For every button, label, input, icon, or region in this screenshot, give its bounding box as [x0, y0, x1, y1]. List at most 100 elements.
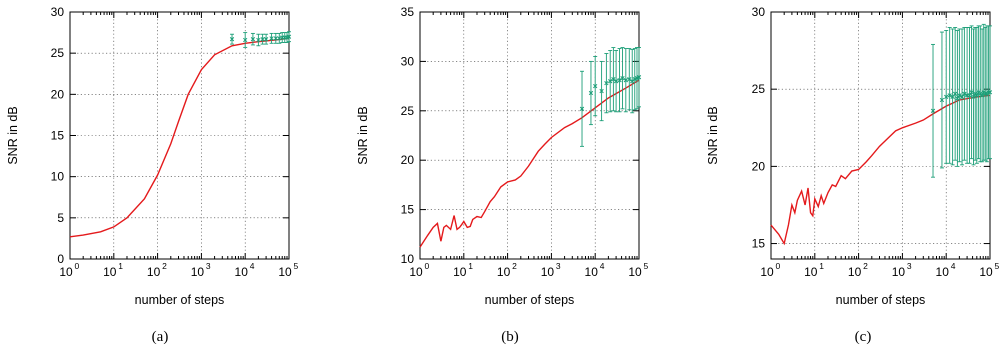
x-tick-label: 10	[59, 265, 73, 279]
error-bar	[263, 33, 269, 45]
error-bar	[969, 25, 974, 160]
x-tick-exponent: 5	[644, 261, 649, 271]
x-tick-label: 10	[892, 265, 906, 279]
snr-curve	[770, 94, 991, 246]
y-tick-label: 20	[752, 159, 766, 173]
grid-lines	[420, 12, 639, 259]
x-tick-label: 10	[760, 265, 774, 279]
error-bar	[944, 30, 949, 164]
x-tick-label: 10	[235, 265, 249, 279]
x-tick-exponent: 1	[468, 261, 473, 271]
y-tick-label: 25	[401, 104, 415, 118]
x-tick-label: 10	[453, 265, 467, 279]
error-bar	[623, 48, 628, 113]
x-tick-exponent: 3	[907, 261, 912, 271]
error-bar	[627, 48, 632, 111]
y-tick-label: 15	[752, 237, 766, 251]
x-tick-exponent: 3	[206, 261, 211, 271]
x-tick-exponent: 0	[776, 261, 781, 271]
error-bar	[636, 47, 642, 108]
error-bar	[930, 43, 936, 178]
error-bar	[632, 48, 637, 111]
x-tick-exponent: 4	[250, 261, 255, 271]
y-tick-label: 25	[752, 82, 766, 96]
x-tick-label: 10	[541, 265, 555, 279]
x-tick-label: 10	[848, 265, 862, 279]
x-tick-label: 10	[103, 265, 117, 279]
x-tick-exponent: 4	[951, 261, 956, 271]
error-bar	[608, 50, 613, 113]
y-axis-title: SNR in dB	[356, 106, 370, 164]
y-axis: 15 20 25 30	[752, 5, 990, 251]
x-tick-label: 10	[191, 265, 205, 279]
x-tick-label: 10	[936, 265, 950, 279]
error-bar	[962, 26, 967, 161]
y-tick-label: 0	[57, 252, 64, 266]
x-tick-exponent: 5	[294, 261, 299, 271]
error-bar	[947, 26, 952, 164]
x-axis: 10 0 10 1 10 2 10 3 10 4 10 5	[59, 12, 299, 279]
x-tick-label: 10	[497, 265, 511, 279]
y-tick-label: 5	[57, 211, 64, 225]
y-tick-label: 20	[51, 87, 65, 101]
panel-caption: (b)	[501, 329, 519, 345]
y-tick-label: 15	[401, 203, 415, 217]
x-tick-exponent: 3	[556, 261, 561, 271]
snr-curve	[69, 37, 290, 238]
x-tick-exponent: 1	[819, 261, 824, 271]
grid-lines	[70, 12, 289, 259]
error-bar	[611, 47, 616, 112]
error-bar-series	[930, 23, 993, 178]
error-bar	[250, 32, 256, 46]
error-bar	[273, 32, 278, 44]
panel-caption: (c)	[855, 329, 872, 345]
x-tick-label: 10	[979, 265, 993, 279]
error-bar	[952, 26, 958, 161]
x-tick-exponent: 0	[75, 261, 80, 271]
error-bar	[229, 33, 235, 45]
error-bar	[604, 53, 609, 114]
x-tick-exponent: 2	[863, 261, 868, 271]
y-axis-title: SNR in dB	[706, 106, 720, 164]
x-tick-label: 10	[147, 265, 161, 279]
error-bar	[593, 56, 598, 117]
y-tick-label: 30	[401, 54, 415, 68]
error-bar	[617, 48, 622, 113]
x-tick-label: 10	[409, 265, 423, 279]
error-bar	[939, 31, 945, 169]
x-axis: 10 0 10 1 10 2 10 3 10 4 10 5	[760, 12, 1000, 279]
error-bar	[987, 25, 993, 160]
error-bar	[286, 31, 292, 43]
y-tick-label: 30	[51, 5, 65, 19]
error-bar	[620, 47, 625, 110]
error-bar	[243, 32, 248, 48]
error-bar	[613, 50, 619, 113]
x-tick-exponent: 5	[995, 261, 1000, 271]
x-axis: 10 0 10 1 10 2 10 3 10 4 10 5	[409, 12, 649, 279]
error-bar	[260, 33, 265, 45]
error-bar	[588, 60, 594, 126]
y-axis-title: SNR in dB	[6, 106, 20, 164]
error-bar	[634, 47, 640, 110]
x-tick-exponent: 2	[512, 261, 517, 271]
error-bar	[599, 60, 604, 122]
y-tick-label: 10	[51, 170, 65, 184]
y-tick-label: 15	[51, 129, 65, 143]
x-axis-title: number of steps	[135, 293, 225, 307]
error-bar	[282, 32, 287, 43]
x-tick-label: 10	[628, 265, 642, 279]
x-axis-title: number of steps	[485, 293, 575, 307]
x-tick-label: 10	[804, 265, 818, 279]
plot-frame	[419, 11, 640, 260]
y-axis: 10 15 20 25 30 35	[401, 5, 639, 266]
panel-caption: (a)	[152, 329, 169, 345]
error-bar	[269, 32, 274, 44]
error-bar	[280, 32, 285, 43]
error-bar	[971, 28, 976, 166]
x-tick-exponent: 4	[600, 261, 605, 271]
snr-curve	[419, 79, 640, 248]
x-tick-label: 10	[585, 265, 599, 279]
